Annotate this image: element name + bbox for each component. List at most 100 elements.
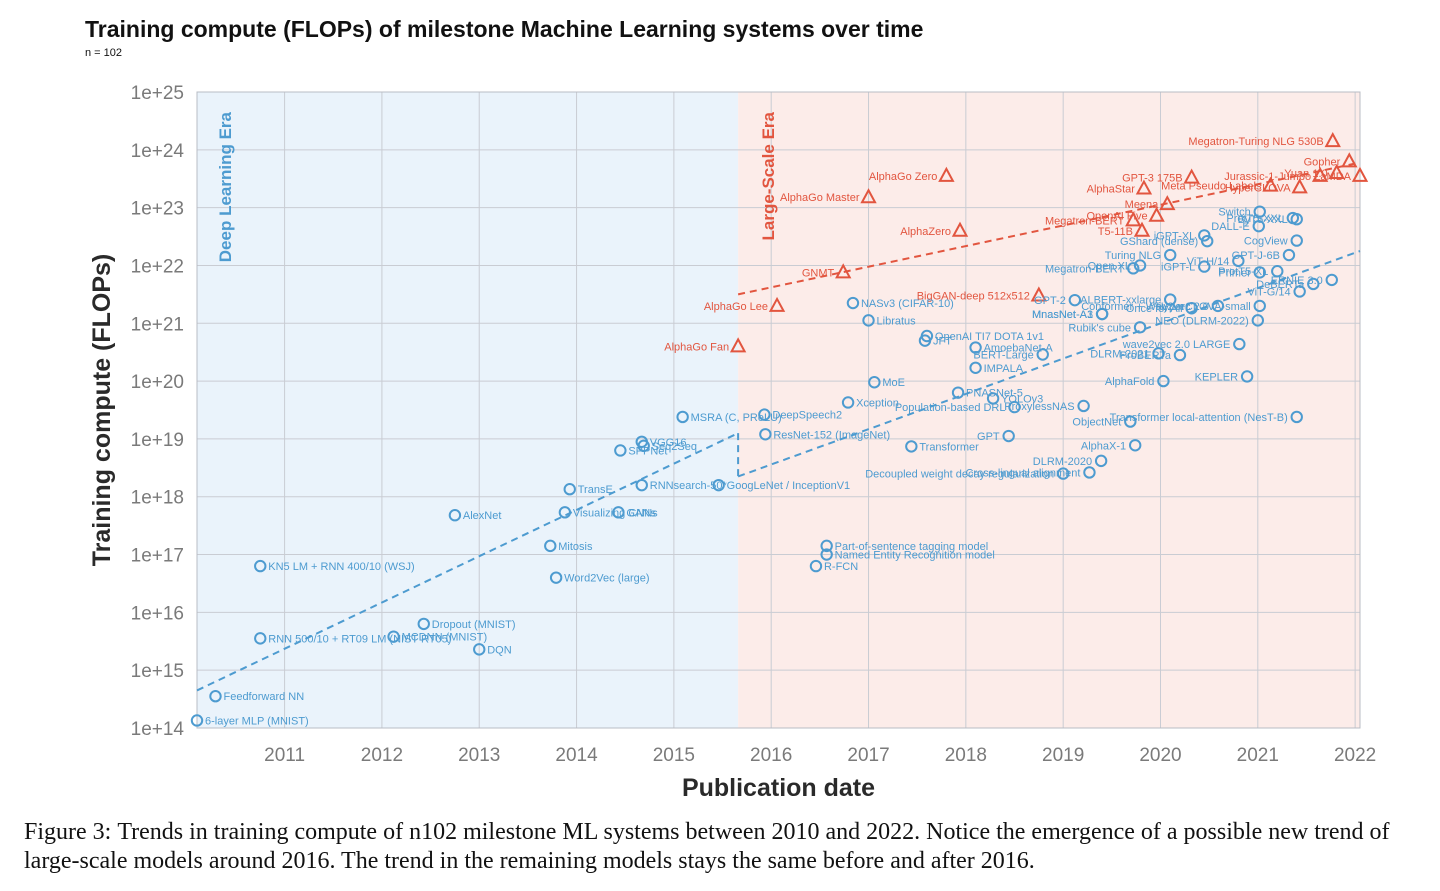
data-label: Named Entity Recognition model bbox=[835, 550, 995, 562]
data-point-circle bbox=[1271, 265, 1284, 278]
y-tick-label: 1e+17 bbox=[131, 546, 184, 567]
data-label: Open XL bbox=[1088, 260, 1131, 272]
data-label: Transformer bbox=[919, 441, 979, 453]
data-point-circle bbox=[1198, 260, 1211, 273]
data-point-circle bbox=[614, 444, 627, 457]
data-point-circle bbox=[1036, 348, 1049, 361]
data-point-circle bbox=[809, 559, 823, 573]
caption-label: Figure 3: bbox=[24, 819, 112, 845]
data-label: Meena bbox=[1125, 199, 1160, 211]
caption-text: Trends in training compute of n102 miles… bbox=[24, 819, 1390, 874]
data-label: Part-of-sentence tagging model bbox=[835, 541, 988, 553]
data-label: MCDNN (MNIST) bbox=[402, 632, 488, 644]
data-point-circle bbox=[209, 690, 222, 703]
data-point-circle bbox=[918, 334, 932, 347]
data-point-triangle bbox=[835, 263, 852, 279]
data-point-circle bbox=[254, 632, 267, 645]
data-point-circle bbox=[1232, 254, 1245, 268]
data-label: BERT-Large bbox=[973, 349, 1033, 361]
data-point-circle bbox=[1325, 273, 1338, 287]
y-tick-label: 1e+20 bbox=[131, 372, 184, 393]
data-point-circle bbox=[951, 386, 965, 399]
data-label: GShard (dense) bbox=[1120, 236, 1198, 248]
data-point-triangle bbox=[1291, 178, 1308, 194]
data-label: Megatron-BERT bbox=[1045, 215, 1125, 227]
data-point-circle bbox=[1095, 307, 1109, 321]
data-label: DALL-E bbox=[1211, 221, 1250, 233]
data-label: Once for All bbox=[1126, 303, 1183, 315]
data-point-triangle bbox=[860, 188, 877, 204]
data-point-triangle bbox=[1148, 206, 1165, 222]
data-point-circle bbox=[1128, 439, 1142, 452]
data-point-triangle bbox=[768, 296, 786, 312]
data-point-triangle bbox=[1341, 152, 1358, 168]
x-axis-title: Publication date bbox=[682, 774, 875, 802]
data-point-triangle bbox=[1328, 163, 1345, 179]
data-label: GNMT bbox=[802, 267, 835, 279]
chart-subtitle: n = 102 bbox=[85, 47, 123, 59]
data-label: MoE bbox=[882, 377, 905, 389]
data-label: Yuan 1.0 bbox=[1284, 168, 1327, 180]
y-tick-label: 1e+15 bbox=[131, 661, 184, 682]
y-tick-label: 1e+14 bbox=[131, 719, 185, 740]
data-point-circle bbox=[1307, 277, 1320, 291]
data-point-circle bbox=[1233, 337, 1246, 351]
data-label: Word2Vec (large) bbox=[564, 573, 649, 585]
data-point-circle bbox=[1152, 347, 1165, 360]
y-tick-label: 1e+25 bbox=[131, 83, 184, 104]
data-label: Decoupled weight decay regularization bbox=[865, 469, 1054, 481]
data-label: DQN bbox=[487, 644, 512, 656]
data-label: Switch bbox=[1218, 207, 1250, 219]
data-label: Turing NLG bbox=[1105, 250, 1161, 262]
data-point-circle bbox=[1127, 262, 1140, 275]
data-label: Meta Pseudo Labels bbox=[1161, 181, 1262, 193]
data-point-circle bbox=[841, 396, 855, 409]
data-label: AlphaStar bbox=[1087, 184, 1136, 196]
data-point-triangle bbox=[1133, 221, 1151, 237]
data-label: Xception bbox=[856, 397, 899, 409]
era-background bbox=[197, 92, 739, 728]
data-point-circle bbox=[676, 410, 689, 424]
data-point-triangle bbox=[1159, 195, 1176, 211]
data-label: ERNIE 3.0 bbox=[1271, 275, 1323, 287]
data-point-circle bbox=[448, 509, 462, 522]
data-label: HyperCLOVA bbox=[1225, 182, 1291, 194]
trendline bbox=[737, 250, 1361, 478]
data-label: NASv3 (CIFAR-10) bbox=[861, 298, 954, 310]
data-point-circle bbox=[1083, 466, 1096, 479]
data-point-circle bbox=[1198, 229, 1211, 242]
data-point-circle bbox=[846, 296, 860, 310]
data-label: AlphaGo Lee bbox=[704, 301, 768, 313]
data-point-circle bbox=[1173, 348, 1187, 362]
data-point-circle bbox=[1068, 293, 1082, 307]
data-label: JFT bbox=[933, 336, 952, 348]
data-label: GANs bbox=[626, 507, 656, 519]
y-tick-label: 1e+18 bbox=[131, 488, 184, 509]
data-label: NEO (DLRM-2022) bbox=[1155, 315, 1249, 327]
data-label: AlexNet bbox=[463, 510, 502, 522]
data-point-circle bbox=[969, 361, 982, 374]
data-label: Mitosis bbox=[558, 541, 593, 553]
data-label: AlphaGo Fan bbox=[664, 341, 729, 353]
data-point-circle bbox=[1157, 374, 1170, 388]
data-point-circle bbox=[1253, 266, 1266, 279]
data-label: AlphaGo Master bbox=[780, 192, 860, 204]
data-point-circle bbox=[1290, 234, 1303, 247]
trendline bbox=[196, 432, 739, 692]
data-point-circle bbox=[558, 506, 572, 519]
data-point-triangle bbox=[1324, 132, 1341, 148]
x-tick-label: 2011 bbox=[264, 745, 305, 766]
data-point-circle bbox=[612, 506, 625, 519]
data-point-circle bbox=[986, 392, 1000, 405]
data-label: Population-based DRL bbox=[895, 402, 1006, 414]
data-label: wave2vec 2.0 LARGE bbox=[1122, 339, 1231, 351]
data-label: Megatron-Turing NLG 530B bbox=[1188, 136, 1323, 148]
data-point-circle bbox=[1290, 410, 1303, 424]
plot-frame bbox=[196, 91, 1361, 729]
data-point-triangle bbox=[1135, 179, 1153, 195]
data-point-circle bbox=[1094, 454, 1108, 468]
data-label: GPT-2 bbox=[1034, 295, 1066, 307]
data-label: ProtT5-XL bbox=[1218, 266, 1268, 278]
data-point-circle bbox=[758, 408, 771, 421]
data-label: CogView bbox=[1244, 236, 1288, 248]
